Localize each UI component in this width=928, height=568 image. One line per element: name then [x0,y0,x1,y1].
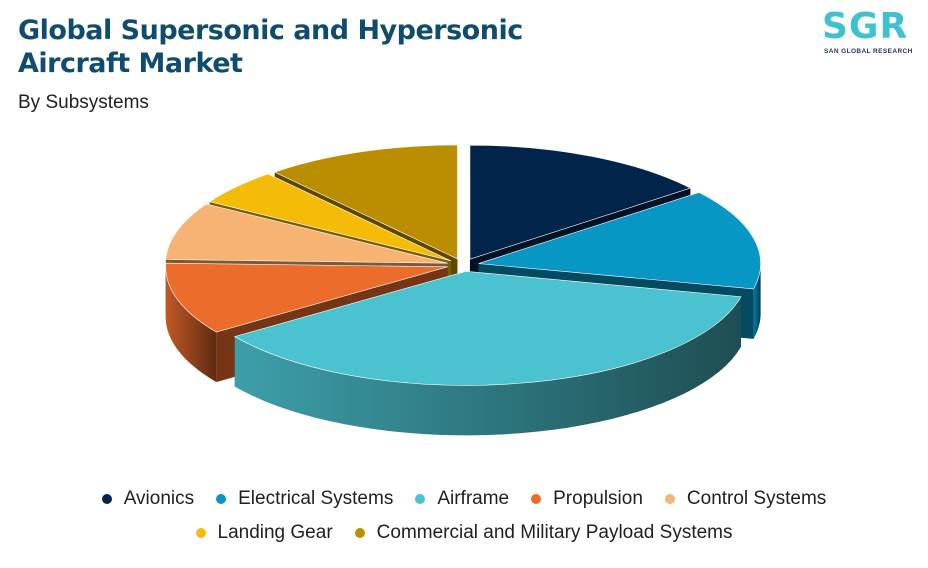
logo-tagline: SAN GLOBAL RESEARCH [824,48,913,55]
legend-marker [531,494,542,504]
legend-marker [195,528,206,538]
legend-marker [216,494,227,504]
legend-label: Control Systems [686,488,827,509]
pie-slice-control-systems [165,203,448,264]
legend-label: Electrical Systems [238,488,394,509]
chart-subtitle: By Subsystems [18,92,149,113]
legend-label: Airframe [437,488,510,509]
chart-title: Global Supersonic and Hypersonic Aircraf… [18,15,523,79]
legend-item: Electrical Systems [216,488,393,510]
legend-label: Propulsion [553,488,643,509]
pie-slice-side-1 [753,263,761,339]
pie-slice-airframe [234,271,742,386]
legend-label: Landing Gear [217,522,333,543]
pie-slice-side-2 [234,296,741,436]
legend-label: Avionics [123,488,195,509]
legend-marker [354,528,365,538]
pie-slice-side-3 [165,266,217,383]
chart-legend: Avionics Electrical Systems Airframe Propul… [0,488,928,544]
legend-item: Propulsion [531,488,643,510]
legend-label: Commercial and Military Payload Systems [376,522,733,543]
pie-slice-commercial-and-military-payload-systems [273,144,458,260]
legend-item: Landing Gear [195,522,333,544]
legend-marker [415,494,426,504]
legend-item: Airframe [415,488,509,510]
legend-marker [664,494,675,504]
pie-slice-avionics [469,144,692,260]
legend-item: Avionics [101,488,195,510]
sgr-logo: SGR SAN GLOBAL RESEARCH [818,6,922,60]
legend-item: Control Systems [664,488,827,510]
pie-slice-electrical-systems [478,192,761,290]
legend-marker [101,494,112,504]
logo-mark: SGR [822,6,909,47]
legend-item: Commercial and Military Payload Systems [354,522,733,544]
pie-slice-propulsion [165,262,448,333]
pie-slice-landing-gear [208,173,451,262]
